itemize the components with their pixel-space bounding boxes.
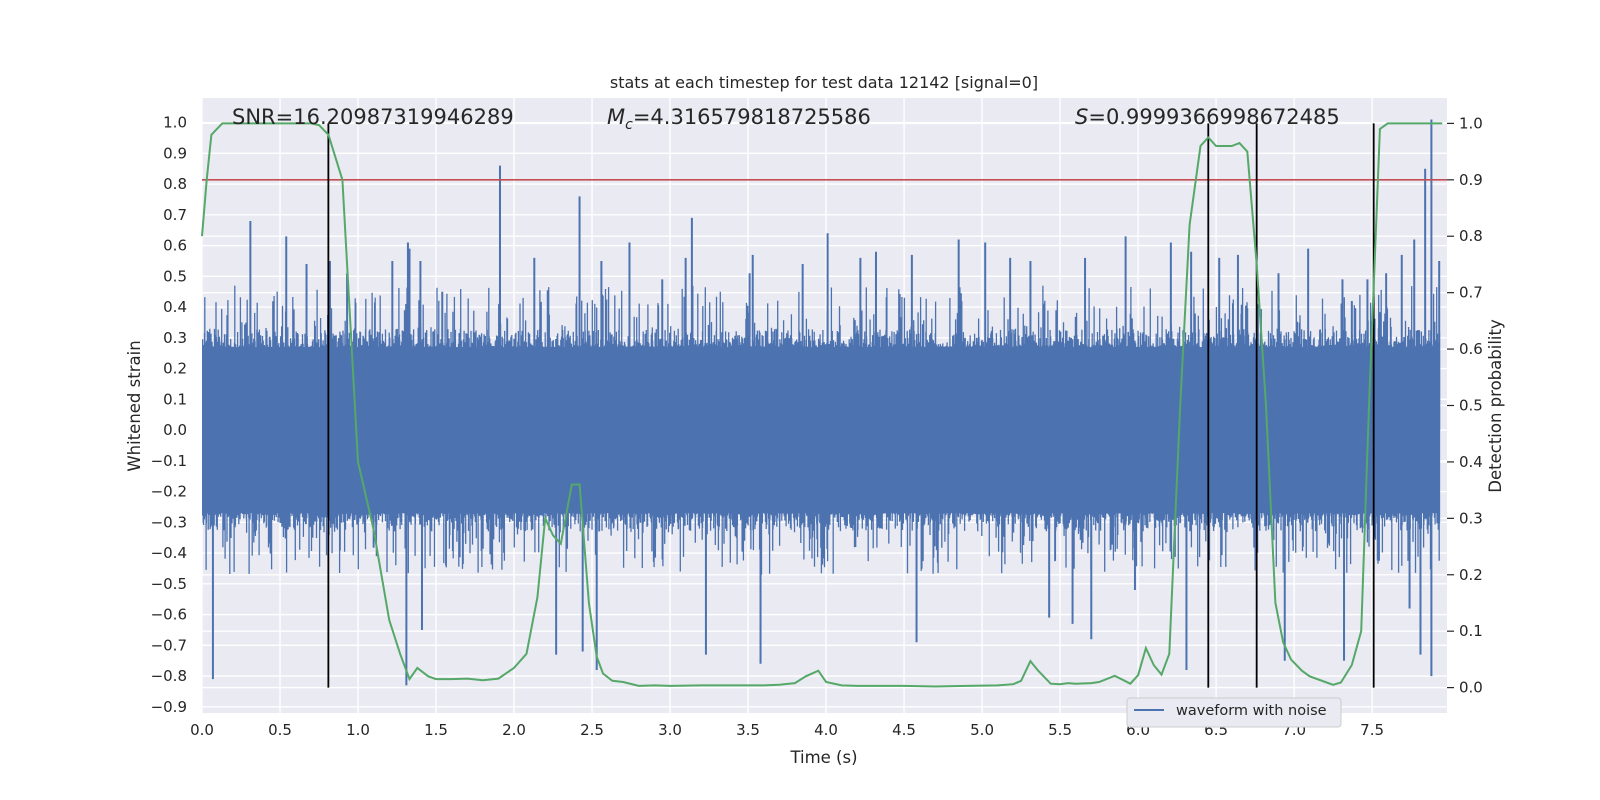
y-right-axis-label: Detection probability bbox=[1486, 319, 1505, 493]
y-left-tick-label: −0.2 bbox=[151, 483, 187, 501]
y-left-tick-label: −0.6 bbox=[151, 606, 187, 624]
y-right-tick-label: 0.0 bbox=[1459, 679, 1483, 697]
y-left-tick-label: 0.1 bbox=[163, 390, 187, 408]
chart-title: stats at each timestep for test data 121… bbox=[610, 73, 1038, 92]
y-left-tick-label: 0.7 bbox=[163, 206, 187, 224]
y-left-tick-labels: 1.0 0.9 0.8 0.7 0.6 0.5 0.4 0.3 0.2 0.1 0.0 −0.1 −0.… bbox=[151, 114, 187, 716]
y-left-tick-label: 0.4 bbox=[163, 298, 187, 316]
x-tick-label: 2.0 bbox=[502, 721, 526, 739]
x-tick-label: 1.5 bbox=[424, 721, 448, 739]
y-left-axis-label: Whitened strain bbox=[125, 340, 144, 471]
y-right-tick-label: 1.0 bbox=[1459, 114, 1483, 132]
x-tick-label: 3.0 bbox=[658, 721, 682, 739]
y-right-tick-label: 0.6 bbox=[1459, 340, 1483, 358]
x-tick-label: 1.0 bbox=[346, 721, 370, 739]
y-left-tick-label: −0.4 bbox=[151, 544, 187, 562]
snr-annotation: SNR=16.20987319946289 bbox=[232, 105, 514, 129]
x-tick-label: 7.5 bbox=[1360, 721, 1384, 739]
y-left-tick-label: −0.3 bbox=[151, 513, 187, 531]
vertical-markers bbox=[327, 123, 1375, 688]
y-left-tick-label: 0.9 bbox=[163, 144, 187, 162]
x-tick-label: 2.5 bbox=[580, 721, 604, 739]
y-left-tick-label: 0.8 bbox=[163, 175, 187, 193]
y-right-tick-label: 0.9 bbox=[1459, 171, 1483, 189]
s-annotation: S=0.9999366998672485 bbox=[1075, 105, 1340, 129]
x-axis-label: Time (s) bbox=[789, 748, 857, 767]
y-right-tick-label: 0.1 bbox=[1459, 622, 1483, 640]
y-left-tick-label: 0.6 bbox=[163, 237, 187, 255]
x-tick-label: 5.0 bbox=[970, 721, 994, 739]
y-right-tick-label: 0.7 bbox=[1459, 284, 1483, 302]
detection-probability-series bbox=[201, 122, 1443, 688]
probability-line bbox=[201, 122, 1443, 688]
y-left-tick-label: 1.0 bbox=[163, 114, 187, 132]
strain-waveform-series bbox=[202, 119, 1441, 686]
x-tick-label: 4.5 bbox=[892, 721, 916, 739]
legend: waveform with noise bbox=[1126, 697, 1342, 728]
x-tick-label: 0.5 bbox=[268, 721, 292, 739]
y-left-tick-label: −0.9 bbox=[151, 698, 187, 716]
y-left-tick-label: −0.1 bbox=[151, 452, 187, 470]
y-right-tick-label: 0.2 bbox=[1459, 566, 1483, 584]
y-left-tick-label: 0.2 bbox=[163, 360, 187, 378]
y-left-tick-label: 0.5 bbox=[163, 267, 187, 285]
y-left-tick-label: −0.8 bbox=[151, 667, 187, 685]
y-right-tick-label: 0.4 bbox=[1459, 453, 1483, 471]
y-left-tick-label: −0.7 bbox=[151, 636, 187, 654]
x-tick-label: 0.0 bbox=[190, 721, 214, 739]
y-left-tick-label: −0.5 bbox=[151, 575, 187, 593]
strain-band-core bbox=[202, 350, 1440, 511]
x-tick-label: 5.5 bbox=[1048, 721, 1072, 739]
y-left-tick-label: 0.3 bbox=[163, 329, 187, 347]
chirp-mass-annotation: Mc=4.316579818725586 bbox=[607, 105, 871, 133]
x-tick-label: 4.0 bbox=[814, 721, 838, 739]
legend-label: waveform with noise bbox=[1176, 703, 1327, 719]
legend-box bbox=[1126, 697, 1342, 728]
y-right-tick-label: 0.5 bbox=[1459, 397, 1483, 415]
y-left-tick-label: 0.0 bbox=[163, 421, 187, 439]
y-right-tick-labels: 1.0 0.9 0.8 0.7 0.6 0.5 0.4 0.3 0.2 0.1 0.0 bbox=[1447, 114, 1483, 697]
x-tick-label: 3.5 bbox=[736, 721, 760, 739]
y-right-tick-label: 0.3 bbox=[1459, 509, 1483, 527]
y-right-tick-label: 0.8 bbox=[1459, 227, 1483, 245]
